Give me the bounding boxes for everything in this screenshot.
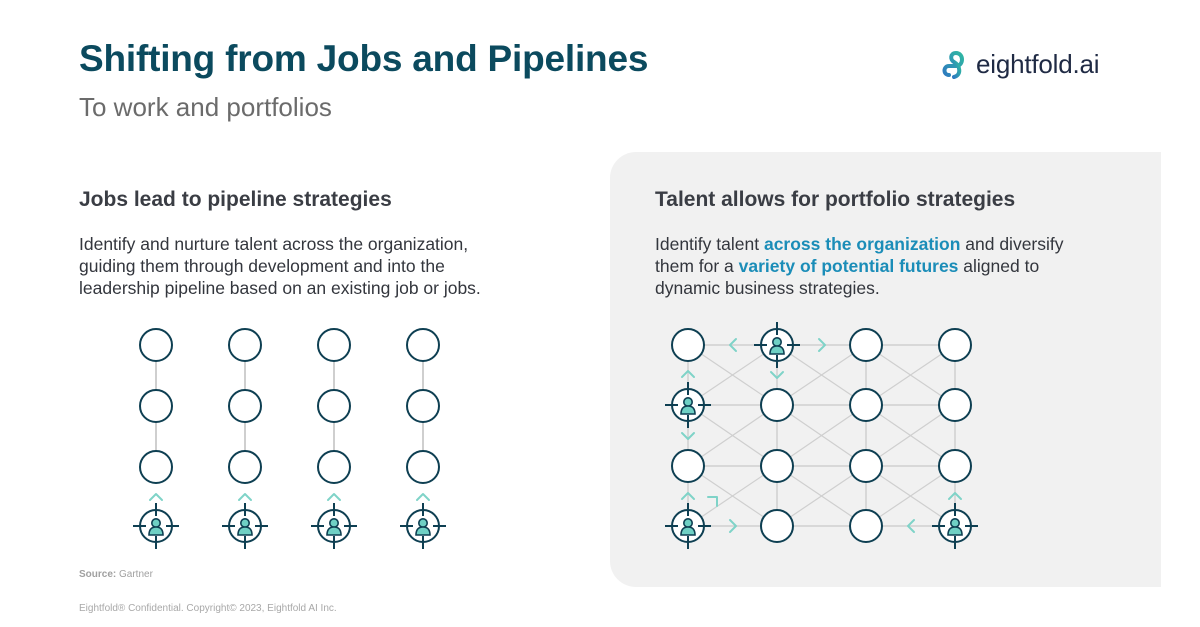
role-node — [228, 328, 262, 362]
portfolio-panel — [610, 152, 1161, 587]
role-node — [760, 509, 794, 543]
chevron-icon — [907, 519, 915, 533]
role-node — [849, 328, 883, 362]
chevron-icon — [729, 338, 737, 352]
target-person-icon — [133, 503, 179, 549]
grid-line — [776, 404, 867, 467]
page-title: Shifting from Jobs and Pipelines — [79, 38, 649, 79]
role-node — [139, 450, 173, 484]
role-node — [317, 450, 351, 484]
target-person-icon — [665, 382, 711, 428]
target-person-icon — [754, 322, 800, 368]
right-body: Identify talent across the organization … — [655, 233, 1100, 299]
grid-line — [776, 344, 867, 406]
role-node — [760, 449, 794, 483]
target-person-icon — [311, 503, 357, 549]
chevron-icon — [681, 370, 695, 378]
role-node — [139, 328, 173, 362]
grid-line — [687, 465, 778, 527]
source-label: Source: — [79, 569, 117, 580]
role-node — [760, 388, 794, 422]
right-body-highlight: across the organization — [763, 234, 961, 254]
right-body-text: Identify talent — [655, 234, 764, 254]
target-person-icon — [222, 503, 268, 549]
left-heading: Jobs lead to pipeline strategies — [79, 188, 392, 211]
target-person-icon — [400, 503, 446, 549]
chevron-icon — [416, 493, 430, 501]
grid-line — [865, 344, 956, 406]
brand-logo: eightfold.ai — [940, 44, 1100, 84]
chevron-icon — [238, 493, 252, 501]
grid-line — [687, 344, 778, 406]
role-node — [671, 328, 705, 362]
role-node — [849, 388, 883, 422]
role-node — [406, 450, 440, 484]
copyright-footer: Eightfold® Confidential. Copyright© 2023… — [79, 603, 337, 614]
right-body-text: and diversify them for a — [655, 234, 1064, 276]
eightfold-infinity-icon — [942, 50, 964, 79]
role-node — [849, 509, 883, 543]
chevron-icon — [818, 338, 826, 352]
chevron-icon — [149, 493, 163, 501]
portfolio-diagram — [665, 322, 978, 549]
source-note: Source: Gartner — [79, 569, 153, 580]
page-subtitle: To work and portfolios — [79, 92, 332, 122]
target-person-icon — [665, 503, 711, 549]
chevron-icon — [770, 371, 784, 379]
grid-line — [865, 465, 956, 527]
role-node — [406, 389, 440, 423]
role-node — [406, 328, 440, 362]
right-heading: Talent allows for portfolio strategies — [655, 188, 1016, 211]
role-node — [938, 449, 972, 483]
chevron-icon — [681, 432, 695, 440]
grid-line — [687, 404, 778, 467]
grid-line — [776, 465, 867, 527]
role-node — [938, 328, 972, 362]
chevron-icon — [707, 496, 718, 507]
role-node — [671, 449, 705, 483]
logo-text: eightfold.ai — [976, 48, 1100, 79]
role-node — [317, 328, 351, 362]
chevron-icon — [327, 493, 341, 501]
chevron-icon — [729, 519, 737, 533]
left-body: Identify and nurture talent across the o… — [79, 234, 481, 298]
role-node — [139, 389, 173, 423]
source-value: Gartner — [119, 569, 153, 580]
role-node — [317, 389, 351, 423]
chevron-icon — [681, 492, 695, 500]
chevron-icon — [948, 492, 962, 500]
right-body-highlight: variety of potential futures — [738, 256, 959, 276]
pipeline-diagram — [133, 328, 446, 549]
role-node — [849, 449, 883, 483]
role-node — [938, 388, 972, 422]
right-body-text: aligned to dynamic business strategies. — [655, 256, 1040, 298]
target-person-icon — [932, 503, 978, 549]
role-node — [228, 450, 262, 484]
grid-line — [865, 404, 956, 467]
role-node — [228, 389, 262, 423]
